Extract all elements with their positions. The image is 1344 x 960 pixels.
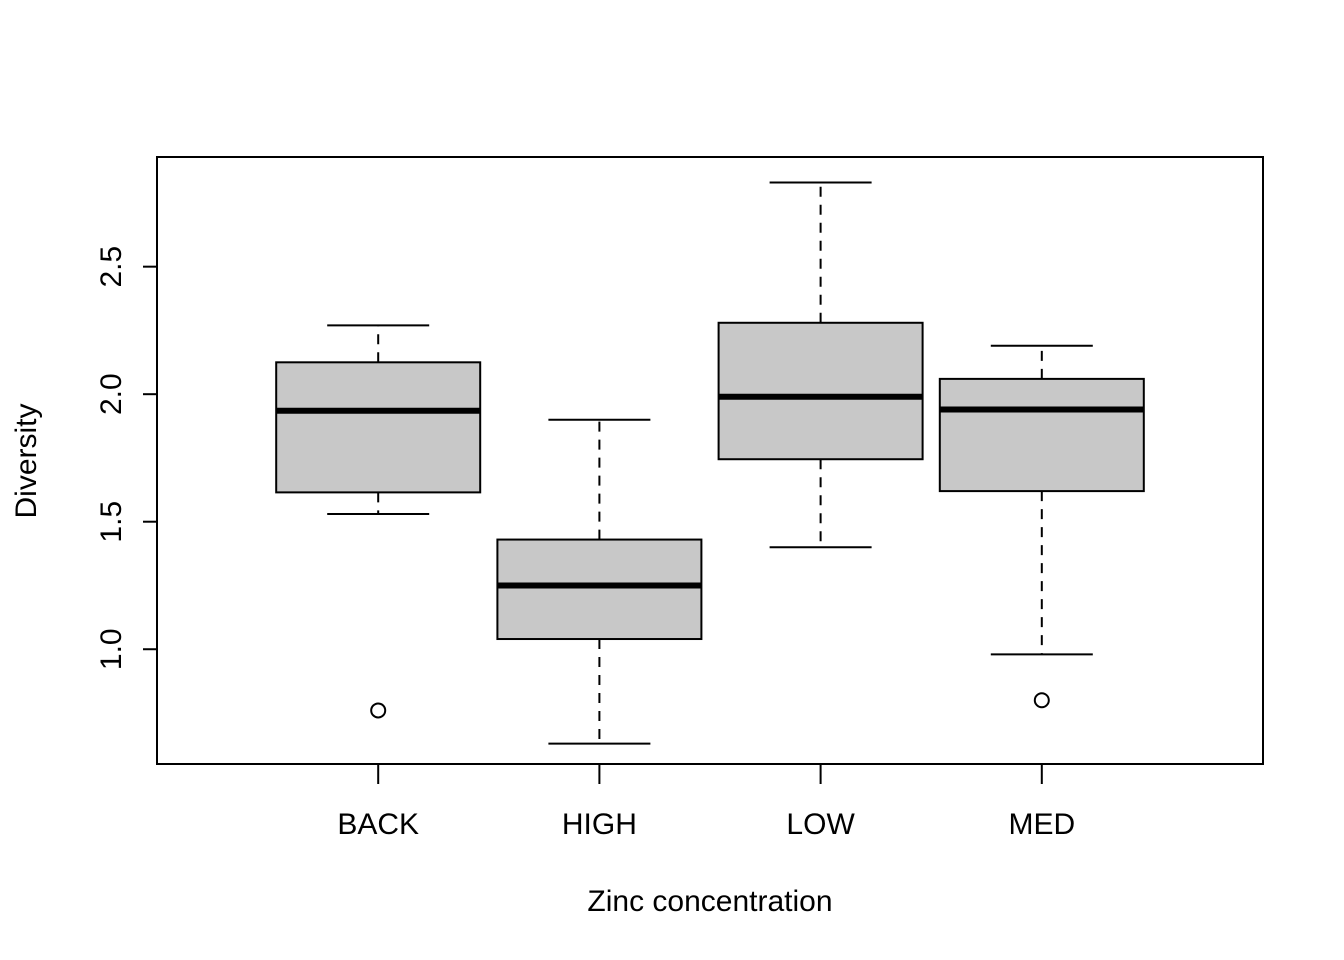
iqr-box xyxy=(938,377,1145,493)
iqr-box xyxy=(275,361,482,494)
box-group-high xyxy=(496,418,703,745)
y-tick-label: 2.0 xyxy=(95,373,128,415)
x-tick-label: MED xyxy=(1008,808,1075,841)
outlier-point xyxy=(370,702,387,719)
box-group-low xyxy=(717,181,924,549)
x-tick-label: BACK xyxy=(337,808,419,841)
x-tick-label: HIGH xyxy=(562,808,637,841)
y-tick-label: 1.0 xyxy=(95,628,128,670)
outlier-point xyxy=(1033,692,1050,709)
boxes-layer xyxy=(275,181,1145,745)
box-group-back xyxy=(275,324,482,719)
x-axis-title: Zinc concentration xyxy=(587,885,832,918)
iqr-box xyxy=(496,538,703,641)
plot-frame xyxy=(156,156,1264,765)
y-tick-label: 2.5 xyxy=(95,246,128,288)
iqr-box xyxy=(717,321,924,461)
y-axis-title: Diversity xyxy=(10,403,43,518)
x-tick-label: LOW xyxy=(786,808,855,841)
box-group-med xyxy=(938,344,1145,709)
y-tick-label: 1.5 xyxy=(95,501,128,543)
x-axis: BACK HIGH LOW MED xyxy=(337,764,1075,841)
y-axis: 1.0 1.5 2.0 2.5 xyxy=(95,246,157,670)
